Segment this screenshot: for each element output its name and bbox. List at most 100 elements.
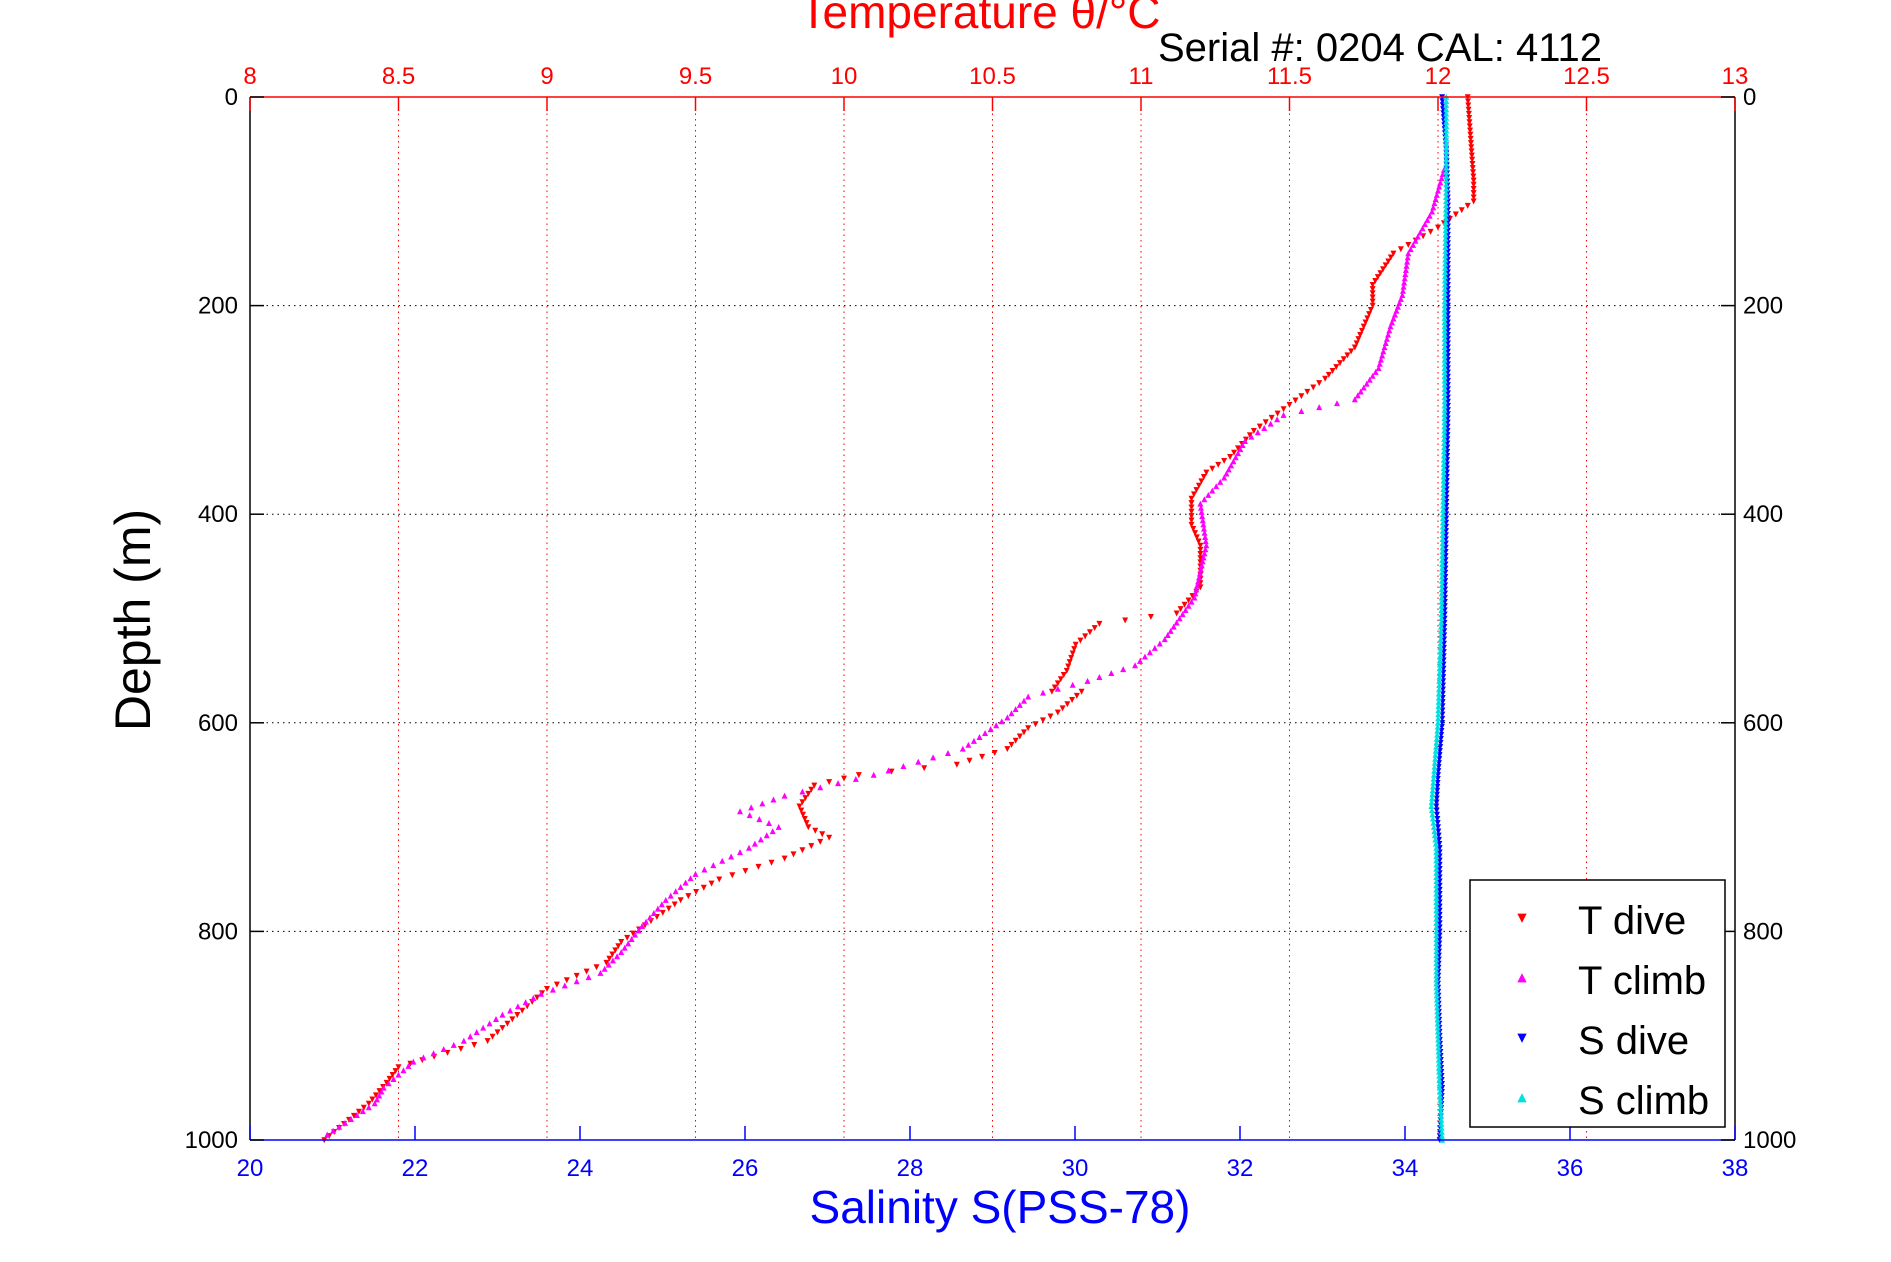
t-climb-point [1235,450,1242,457]
t-dive-point [1467,131,1474,138]
depth-tick-label-right: 1000 [1743,1127,1796,1154]
t-dive-point [1047,713,1054,720]
t-dive-point [811,782,818,789]
t-dive-point [603,959,610,966]
t-climb-point [1375,365,1382,371]
t-climb-point [538,990,545,997]
x-axis-label: Salinity S(PSS-78) [810,1181,1191,1233]
t-dive-point [1181,601,1188,608]
s-dive-point [1433,795,1440,802]
s-dive-point [1440,678,1447,685]
t-climb-point [473,1029,480,1036]
t-dive-point [1468,152,1475,159]
t-climb-point [751,840,758,847]
s-dive-point [1443,503,1450,510]
s-dive-point [1441,636,1448,643]
t-dive-point [1464,202,1471,209]
s-dive-point [1439,694,1446,701]
s-dive-point [1440,657,1447,664]
t-dive-point [615,943,622,950]
t-dive-point [1348,348,1355,355]
t-climb-point [1188,598,1195,605]
s-dive-point [1436,911,1443,918]
t-dive-point [805,824,812,831]
t-dive-point [685,893,692,900]
t-climb-point [944,750,951,757]
s-dive-point [1436,886,1443,893]
t-dive-point [1390,250,1397,257]
t-dive-point [1192,530,1199,537]
s-dive-point [1441,640,1447,647]
t-climb-point [1426,212,1433,219]
t-climb-point [915,758,922,765]
t-dive-point [817,838,824,845]
t-dive-point [1367,306,1374,313]
t-climb-point [1170,623,1177,630]
t-dive-point [1468,148,1475,155]
t-dive-point [812,827,819,834]
s-dive-point [1440,682,1447,689]
t-climb-point [870,771,877,778]
t-climb-point [1196,570,1203,577]
t-climb-point [1132,662,1139,669]
t-climb-point [1225,466,1232,473]
t-dive-point [1203,469,1210,476]
t-dive-point [1197,551,1204,558]
t-dive-point [519,1007,526,1014]
t-climb-point [1241,438,1248,444]
t-climb-point [737,849,744,856]
t-dive-point [1366,311,1373,318]
t-dive-point [1077,637,1084,644]
s-dive-point [1444,290,1451,297]
t-climb-point [359,1108,366,1115]
s-dive-point [1444,327,1451,334]
t-dive-point [1333,364,1340,371]
temperature-tick-label: 10 [831,63,858,90]
t-dive-point [801,815,808,822]
t-dive-point [1274,410,1281,417]
t-dive-point [808,786,815,793]
t-climb-point [561,982,568,989]
t-climb-point [1254,429,1261,436]
temperature-tick-label: 10.5 [969,63,1016,90]
depth-tick-label-left: 200 [198,293,238,320]
t-climb-point [460,1037,467,1044]
t-climb-point [1069,681,1076,688]
t-dive-point [395,1064,402,1071]
s-dive-point [1440,661,1447,668]
s-dive-point [1444,461,1451,468]
s-dive-point [1444,269,1451,276]
t-climb-point [585,974,592,981]
s-dive-point [1444,357,1451,364]
salinity-tick-label: 34 [1392,1155,1419,1182]
t-dive-point [1054,709,1061,716]
t-dive-point [1197,546,1204,553]
t-dive-point [1197,555,1204,562]
temperature-tick-label: 8.5 [382,63,415,90]
t-dive-point [392,1068,399,1075]
t-climb-point [430,1050,437,1057]
salinity-tick-label: 32 [1227,1155,1254,1182]
s-dive-point [1443,519,1450,526]
s-dive-point [1442,544,1449,551]
t-dive-point [1465,106,1472,113]
s-dive-point [1440,674,1447,681]
t-dive-point [1369,290,1376,297]
t-dive-point [489,1033,496,1040]
legend-label-s-dive: S dive [1578,1019,1689,1063]
t-dive-point [1057,676,1064,683]
t-climb-point [1195,578,1202,585]
t-dive-point [742,868,749,875]
s-dive-point [1443,482,1450,489]
t-climb-point [1191,594,1198,601]
t-dive-point [1262,419,1269,426]
t-dive-point [1467,135,1474,142]
t-dive-point [800,811,806,818]
t-climb-point [745,844,752,851]
s-dive-point [1440,665,1447,672]
t-dive-point [618,939,625,946]
t-climb-point [1354,392,1361,399]
t-dive-point [1469,165,1476,172]
s-dive-point [1442,561,1449,568]
series-t-climb [324,166,1447,1138]
